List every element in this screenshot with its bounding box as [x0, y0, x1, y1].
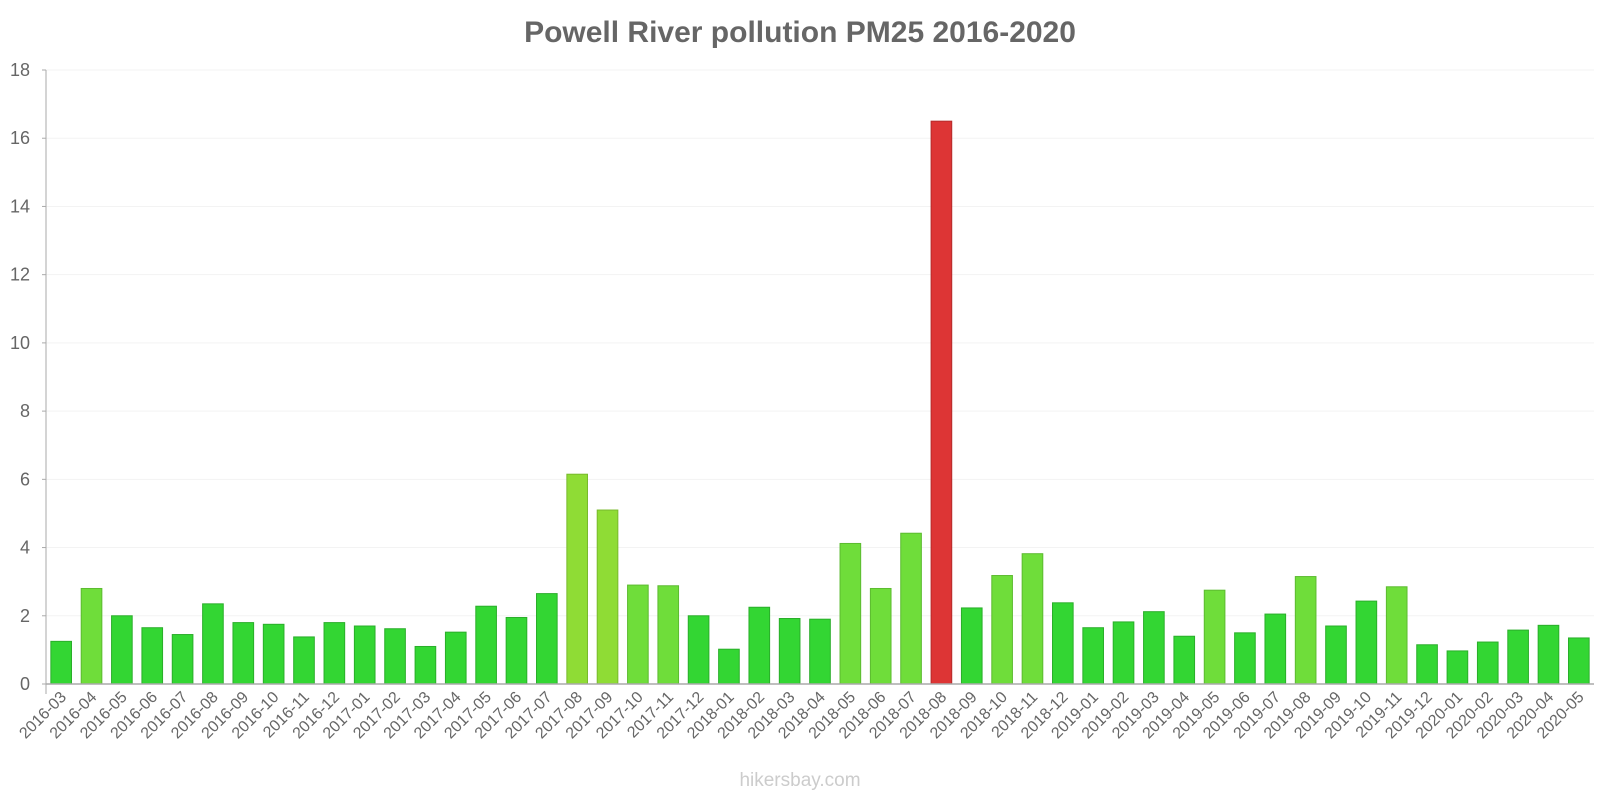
bar-2019-11: [1385, 586, 1408, 685]
bar-2020-01: [1446, 650, 1469, 685]
bar-2016-03: [50, 640, 72, 685]
y-tick-label: 0: [20, 674, 30, 694]
bar-2017-03: [414, 645, 437, 685]
bar-2019-05: [1203, 589, 1226, 685]
bar-2018-07: [900, 532, 922, 685]
bar-2016-08: [202, 603, 224, 685]
bar-2018-03: [778, 618, 801, 685]
bar-2019-08: [1294, 576, 1317, 685]
bar-2020-02: [1476, 641, 1499, 685]
x-tick-labels: 2016-032016-042016-052016-062016-072016-…: [16, 689, 1587, 743]
bar-2018-11: [1021, 553, 1044, 685]
chart-title: Powell River pollution PM25 2016-2020: [524, 16, 1076, 49]
bar-2017-05: [475, 605, 497, 685]
bar-2017-07: [536, 593, 558, 685]
y-tick-label: 4: [20, 538, 30, 558]
watermark: hikersbay.com: [739, 770, 861, 791]
bar-2017-01: [353, 625, 376, 685]
grid-lines: [46, 69, 1594, 617]
bar-2017-10: [627, 584, 649, 685]
bar-2016-10: [262, 623, 285, 685]
bar-2018-02: [748, 606, 771, 685]
y-tick-label: 14: [10, 196, 30, 216]
bar-2018-05: [839, 542, 862, 685]
bar-2018-04: [809, 618, 831, 685]
bars: [50, 120, 1590, 685]
bar-2019-12: [1416, 644, 1438, 685]
bar-2017-12: [687, 615, 710, 685]
bar-2018-10: [991, 575, 1013, 685]
y-tick-label: 18: [10, 60, 30, 80]
y-tick-label: 2: [20, 606, 30, 626]
bar-2017-04: [444, 631, 467, 685]
y-tick-labels: 0 2 4 6 8 10 12 14 16 18: [10, 60, 30, 694]
bar-2019-03: [1143, 611, 1165, 685]
bar-2017-11: [657, 585, 680, 685]
bar-2020-04: [1537, 624, 1560, 685]
bar-2020-03: [1507, 629, 1529, 685]
bar-2016-04: [80, 587, 103, 685]
y-tick-label: 12: [10, 265, 30, 285]
bar-2016-05: [111, 615, 133, 685]
bar-2016-11: [293, 636, 315, 685]
bar-2019-09: [1325, 625, 1347, 685]
bar-2018-06: [869, 587, 892, 685]
bar-2020-05: [1568, 637, 1590, 685]
bar-2016-06: [141, 627, 164, 685]
bar-2016-07: [171, 634, 194, 685]
bar-2019-07: [1264, 613, 1287, 685]
bar-2016-09: [232, 622, 255, 685]
bar-2017-09: [596, 509, 619, 685]
bar-2019-02: [1112, 621, 1135, 685]
bar-2018-01: [718, 648, 740, 685]
bar-2019-06: [1234, 632, 1256, 685]
bar-2017-06: [505, 616, 528, 685]
bar-2019-01: [1082, 627, 1104, 685]
bar-2016-12: [323, 622, 346, 685]
y-tick-label: 8: [20, 401, 30, 421]
y-tick-label: 6: [20, 469, 30, 489]
y-tick-label: 16: [10, 128, 30, 148]
bar-2018-08: [930, 120, 953, 685]
y-tick-label: 10: [10, 333, 30, 353]
bar-2017-08: [566, 473, 588, 685]
bar-2018-09: [960, 607, 983, 685]
bar-2018-12: [1052, 602, 1074, 685]
axes: [42, 69, 1594, 694]
bar-2019-04: [1173, 635, 1196, 685]
bar-2019-10: [1355, 600, 1378, 685]
bar-2017-02: [384, 628, 406, 685]
